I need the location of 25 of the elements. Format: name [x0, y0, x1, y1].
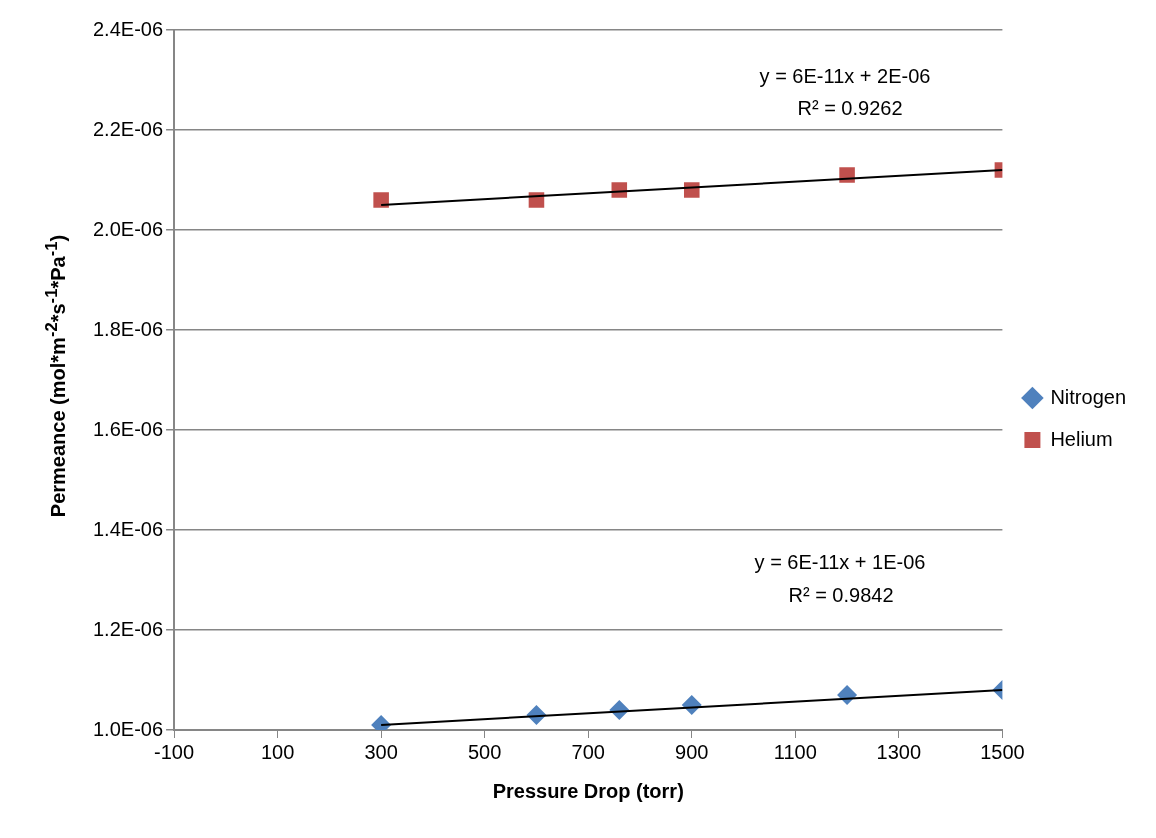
point [373, 192, 389, 208]
x-axis-title: Pressure Drop (torr) [492, 779, 684, 802]
legend-label: Helium [1050, 427, 1113, 450]
y-tick-label: 2.2E-06 [92, 117, 164, 140]
x-tick-label: 1300 [876, 740, 922, 763]
annotation: R² = 0.9262 [797, 96, 903, 119]
y-tick-label: 1.0E-06 [92, 717, 164, 740]
x-tick-label: 500 [467, 740, 502, 763]
y-tick-label: 1.6E-06 [92, 417, 164, 440]
y-tick-label: 2.0E-06 [92, 217, 164, 240]
annotation: y = 6E-11x + 1E-06 [754, 550, 926, 573]
y-tick-label: 2.4E-06 [92, 17, 164, 40]
y-tick-label: 1.2E-06 [92, 617, 164, 640]
x-tick-label: 700 [571, 740, 605, 763]
x-tick-label: 300 [364, 740, 398, 763]
x-tick-label: 100 [260, 740, 295, 763]
y-tick-label: 1.4E-06 [92, 517, 164, 540]
x-tick-label: 900 [675, 740, 709, 763]
x-tick-label: 1100 [773, 740, 817, 763]
x-tick-label: 1500 [980, 740, 1025, 763]
annotation: y = 6E-11x + 2E-06 [759, 64, 931, 87]
x-tick-label: -100 [154, 740, 195, 763]
legend-label: Nitrogen [1050, 385, 1127, 408]
annotation: R² = 0.9842 [788, 583, 894, 606]
y-tick-label: 1.8E-06 [92, 317, 164, 340]
